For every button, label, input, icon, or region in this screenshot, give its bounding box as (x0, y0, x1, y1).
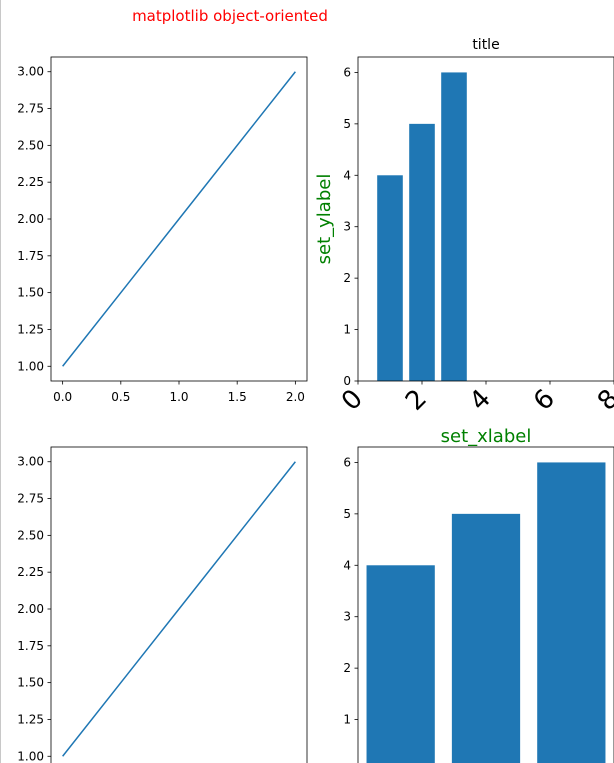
y-tick-label: 2 (343, 661, 351, 675)
bar (409, 123, 435, 381)
y-tick-label: 3.00 (17, 65, 44, 79)
y-tick-label: 6 (343, 455, 351, 469)
x-tick-label: 1.0 (169, 390, 188, 404)
y-tick-label: 4 (343, 558, 351, 572)
y-tick-label: 2.50 (17, 138, 44, 152)
x-tick-label: 2.0 (286, 390, 305, 404)
bar (377, 175, 403, 381)
x-tick-label: 4 (464, 384, 497, 417)
y-tick-label: 6 (343, 65, 351, 79)
y-tick-label: 3 (343, 220, 351, 234)
y-tick-label: 2.00 (17, 212, 44, 226)
bar (366, 565, 435, 763)
x-tick-label: 0.5 (111, 390, 130, 404)
y-tick-label: 4 (343, 168, 351, 182)
y-tick-label: 1.25 (17, 712, 44, 726)
y-tick-label: 2.75 (17, 102, 44, 116)
y-tick-label: 1.25 (17, 322, 44, 336)
y-tick-label: 1.00 (17, 749, 44, 763)
x-tick-label: 8 (592, 384, 614, 417)
axes-frame (357, 446, 614, 763)
bar (537, 462, 606, 763)
y-tick-label: 2.25 (17, 565, 44, 579)
axes-title: title (472, 37, 499, 53)
series-line (62, 71, 296, 367)
x-tick-label: 2 (400, 384, 433, 417)
y-tick-label: 1.00 (17, 359, 44, 373)
x-tick-label: 6 (528, 384, 561, 417)
y-tick-label: 1 (343, 713, 351, 727)
y-tick-label: 2 (343, 271, 351, 285)
y-tick-label: 2.00 (17, 602, 44, 616)
y-tick-label: 1 (343, 323, 351, 337)
y-tick-label: 5 (343, 507, 351, 521)
x-tick-label: 0.0 (53, 390, 72, 404)
subplot-bottom-right: 1 2 3 4 5 6 (343, 446, 614, 763)
y-tick-label: 2.50 (17, 528, 44, 542)
y-tick-label: 5 (343, 117, 351, 131)
figure-suptitle: matplotlib object-oriented (132, 7, 328, 25)
subplot-top-left: 1.00 1.25 1.50 1.75 2.00 2.25 2.50 2.75 3.00 0.0 0… (17, 56, 308, 404)
bar (441, 72, 467, 381)
bar (451, 513, 521, 763)
y-tick-label: 2.25 (17, 175, 44, 189)
x-axis-label: set_xlabel (441, 426, 532, 447)
subplot-bottom-left: 1.00 1.25 1.50 1.75 2.00 2.25 2.50 2.75 3.00 (17, 446, 308, 763)
window-edge (0, 0, 1, 763)
series-line (62, 461, 296, 757)
y-tick-label: 2.75 (17, 492, 44, 506)
y-tick-label: 1.75 (17, 249, 44, 263)
y-tick-label: 0 (343, 374, 351, 388)
x-tick-label: 1.5 (228, 390, 247, 404)
y-tick-label: 3 (343, 610, 351, 624)
y-tick-label: 1.50 (17, 676, 44, 690)
x-tick-label: 0 (336, 384, 369, 417)
y-tick-label: 1.75 (17, 639, 44, 653)
y-axis-label: set_ylabel (314, 174, 335, 265)
y-tick-label: 1.50 (17, 286, 44, 300)
y-tick-label: 3.00 (17, 455, 44, 469)
